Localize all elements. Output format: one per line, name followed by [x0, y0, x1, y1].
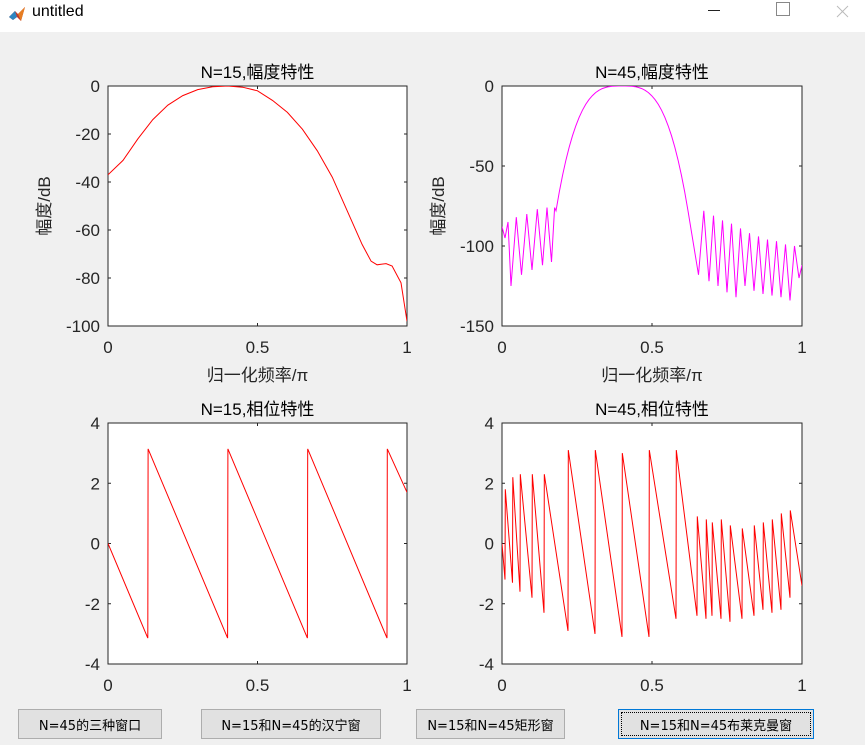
- series-line: [108, 448, 407, 639]
- x-axis-label: 归一化频率/π: [207, 366, 308, 385]
- y-tick-label: -2: [85, 595, 100, 614]
- chart-title: N=15,相位特性: [201, 400, 315, 419]
- chart-title: N=15,幅度特性: [201, 63, 315, 82]
- y-tick-label: -20: [75, 125, 100, 144]
- close-icon: [836, 5, 849, 18]
- x-tick-label: 0.5: [246, 676, 270, 695]
- x-tick-label: 0.5: [246, 338, 270, 357]
- y-tick-label: 2: [91, 474, 100, 493]
- y-tick-label: 4: [91, 414, 100, 433]
- y-tick-label: -50: [469, 157, 494, 176]
- title-bar: untitled: [0, 0, 865, 32]
- chart-title: N=45,幅度特性: [595, 63, 709, 82]
- x-tick-label: 1: [797, 676, 806, 695]
- y-tick-label: -100: [66, 317, 100, 336]
- x-tick-label: 0.5: [640, 338, 664, 357]
- x-tick-label: 0: [103, 338, 112, 357]
- plot-area: [501, 85, 803, 327]
- y-tick-label: -150: [460, 317, 494, 336]
- x-tick-label: 0: [497, 338, 506, 357]
- chart-title: N=45,相位特性: [595, 400, 709, 419]
- blackman-window-button[interactable]: N=15和N=45布莱克曼窗: [618, 709, 814, 739]
- series-line: [502, 86, 802, 301]
- y-tick-label: -40: [75, 173, 100, 192]
- plot-area: [107, 422, 408, 665]
- series-line: [502, 450, 802, 637]
- y-tick-label: -80: [75, 269, 100, 288]
- y-axis-label: 幅度/dB: [429, 176, 448, 236]
- x-tick-label: 1: [402, 676, 411, 695]
- y-tick-label: 0: [485, 77, 494, 96]
- y-tick-label: -4: [85, 655, 100, 674]
- minimize-button[interactable]: [694, 0, 734, 24]
- rectangular-window-button[interactable]: N=15和N=45矩形窗: [416, 709, 565, 739]
- y-tick-label: 0: [485, 535, 494, 554]
- x-tick-label: 1: [797, 338, 806, 357]
- matlab-icon: [9, 7, 25, 21]
- y-tick-label: 0: [91, 535, 100, 554]
- close-button[interactable]: [820, 0, 865, 24]
- y-tick-label: 0: [91, 77, 100, 96]
- maximize-button[interactable]: [760, 0, 800, 24]
- hanning-window-button[interactable]: N=15和N=45的汉宁窗: [201, 709, 381, 739]
- plot-area: [501, 422, 803, 665]
- y-tick-label: -100: [460, 237, 494, 256]
- x-tick-label: 0: [497, 676, 506, 695]
- y-tick-label: -4: [479, 655, 494, 674]
- y-tick-label: -60: [75, 221, 100, 240]
- three-windows-button[interactable]: N=45的三种窗口: [18, 709, 162, 739]
- plot-area: [107, 85, 408, 327]
- chart-3: 0 0.5 1 4 2 0 -2 -4 N=15,相位特性: [85, 400, 412, 695]
- series-line: [108, 86, 407, 322]
- chart-4: 0 0.5 1 4 2 0 -2 -4 N=45,相位特性: [479, 400, 807, 695]
- x-axis-label: 归一化频率/π: [601, 366, 702, 385]
- window-title: untitled: [32, 3, 84, 20]
- figure-area: 0 0.5 1 0 -20 -40 -60 -80 -100 N=15,幅度特性 归一化频率/π 幅度…: [0, 32, 865, 741]
- y-tick-label: 4: [485, 414, 494, 433]
- y-tick-label: -2: [479, 595, 494, 614]
- y-tick-label: 2: [485, 474, 494, 493]
- x-tick-label: 0: [103, 676, 112, 695]
- x-tick-label: 1: [402, 338, 411, 357]
- y-axis-label: 幅度/dB: [35, 176, 54, 236]
- plots-canvas: 0 0.5 10-20-40-60-80-100N=15,幅度特性归一化频率/π幅度…: [35, 63, 807, 695]
- x-tick-label: 0.5: [640, 676, 664, 695]
